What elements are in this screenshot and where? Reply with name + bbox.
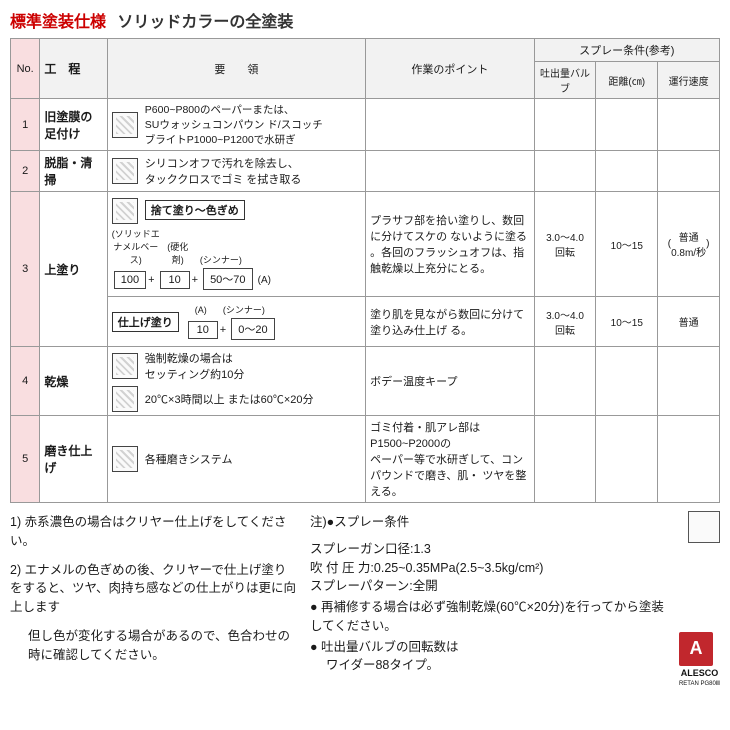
cell-proc: 磨き仕上げ xyxy=(40,416,107,503)
cell-no: 2 xyxy=(11,151,40,192)
cell-no: 5 xyxy=(11,416,40,503)
th-speed: 運行速度 xyxy=(658,62,720,99)
cell-dist: 10～15 xyxy=(596,192,658,297)
formula-label: (ソリッドエナメルベース) xyxy=(112,227,160,266)
notes-left: 1) 赤系濃色の場合はクリヤー仕上げをしてください。 2) エナメルの色ぎめの後… xyxy=(10,513,310,685)
cell-main: P600~P800のペーパーまたは、 SUウォッシュコンパウン ド/スコッチブラ… xyxy=(107,99,365,151)
table-row: 2 脱脂・清掃 シリコンオフで汚れを除去し、 タッククロスでゴミ を拭き取る xyxy=(11,151,720,192)
th-spray: スプレー条件(参考) xyxy=(534,39,719,62)
cell-main: 各種磨きシステム xyxy=(107,416,365,503)
notes-right: 注)●スプレー条件 スプレーガン口径:1.3 吹 付 圧 力:0.25~0.35… xyxy=(310,513,720,685)
th-main: 要 領 xyxy=(107,39,365,99)
note: スプレーガン口径:1.3 xyxy=(310,540,720,559)
cell-dist: 10～15 xyxy=(596,297,658,347)
cell-main-text: 強制乾燥の場合は セッティング約10分 xyxy=(145,350,330,382)
logo-mark: A xyxy=(679,632,713,666)
cell-proc: 上塗り xyxy=(40,192,107,347)
th-dist: 距離(㎝) xyxy=(596,62,658,99)
spraygun-icon xyxy=(688,511,720,543)
cell-valve: 3.0～4.0 回転 xyxy=(534,297,596,347)
note-title: 注)●スプレー条件 xyxy=(310,513,720,532)
cell-no: 3 xyxy=(11,192,40,347)
cell-speed: (普通 0.8m/秒) xyxy=(658,192,720,297)
cell-main: 仕上げ塗り (A) (シンナー) 10+ 0～20 xyxy=(107,297,365,347)
polisher-icon xyxy=(112,446,138,472)
logo-name: ALESCO xyxy=(679,667,720,681)
th-valve: 吐出量バルブ xyxy=(534,62,596,99)
logo-product: RETAN PG80Ⅲ xyxy=(679,680,720,689)
footer-notes: 1) 赤系濃色の場合はクリヤー仕上げをしてください。 2) エナメルの色ぎめの後… xyxy=(10,513,720,685)
spec-table: No. 工 程 要 領 作業のポイント スプレー条件(参考) 吐出量バルブ 距離… xyxy=(10,38,720,503)
cell-point: 塗り肌を見ながら数回に分けて塗り込み仕上げ る。 xyxy=(366,297,535,347)
cell-point: プラサフ部を拾い塗りし、数回に分けてスケの ないように塗る 。各回のフラッシュオ… xyxy=(366,192,535,297)
cell-no: 4 xyxy=(11,347,40,416)
cell-speed: 普通 xyxy=(658,297,720,347)
formula-label: (硬化剤) xyxy=(163,240,193,266)
cell-proc: 脱脂・清掃 xyxy=(40,151,107,192)
heat-icon xyxy=(112,353,138,379)
formula-label: (A) xyxy=(186,305,216,315)
cell-main: シリコンオフで汚れを除去し、 タッククロスでゴミ を拭き取る xyxy=(107,151,365,192)
cell-no: 1 xyxy=(11,99,40,151)
table-row: 5 磨き仕上げ 各種磨きシステム ゴミ付着・肌アレ部はP1500~P2000の … xyxy=(11,416,720,503)
cell-main: 捨て塗り～色ぎめ (ソリッドエナメルベース) (硬化剤) (シンナー) 100+… xyxy=(107,192,365,297)
cell-point: ボデー温度キープ xyxy=(366,347,535,416)
page-title: 標準塗装仕様 ソリッドカラーの全塗装 xyxy=(10,8,720,32)
title-sub: ソリッドカラーの全塗装 xyxy=(117,14,293,31)
formula: 10+ 0～20 xyxy=(186,318,277,340)
sub-title: 捨て塗り～色ぎめ xyxy=(145,200,245,220)
note: ● 再補修する場合は必ず強制乾燥(60℃×20分)を行ってから塗装してください。 xyxy=(310,598,720,636)
sandpaper-icon xyxy=(112,112,138,138)
note: 1) 赤系濃色の場合はクリヤー仕上げをしてください。 xyxy=(10,513,296,551)
table-row: 3 上塗り 捨て塗り～色ぎめ (ソリッドエナメルベース) (硬化剤) (シンナー… xyxy=(11,192,720,297)
formula-label: (シンナー) xyxy=(196,253,246,266)
note: 吹 付 圧 力:0.25~0.35MPa(2.5~3.5kg/cm²) xyxy=(310,559,720,578)
table-row: 仕上げ塗り (A) (シンナー) 10+ 0～20 塗り肌を見ながら数回に分けて… xyxy=(11,297,720,347)
formula: 100+ 10+ 50～70 (A) xyxy=(112,268,361,290)
table-row: 1 旧塗膜の 足付け P600~P800のペーパーまたは、 SUウォッシュコンパ… xyxy=(11,99,720,151)
clock-icon xyxy=(112,386,138,412)
cloth-icon xyxy=(112,158,138,184)
title-main: 標準塗装仕様 xyxy=(10,14,106,31)
th-proc: 工 程 xyxy=(40,39,107,99)
brand-logo: A ALESCO RETAN PG80Ⅲ xyxy=(679,632,720,690)
cell-point: ゴミ付着・肌アレ部はP1500~P2000の ペーパー等で水研ぎして、コンパウン… xyxy=(366,416,535,503)
cell-main-text: P600~P800のペーパーまたは、 SUウォッシュコンパウン ド/スコッチブラ… xyxy=(145,102,330,147)
cell-proc: 旧塗膜の 足付け xyxy=(40,99,107,151)
note: ● 吐出量バルブの回転数は ワイダー88タイプ。 xyxy=(310,638,720,676)
th-no: No. xyxy=(11,39,40,99)
table-row: 4 乾燥 強制乾燥の場合は セッティング約10分 20℃×3時間以上 または60… xyxy=(11,347,720,416)
cell-main: 強制乾燥の場合は セッティング約10分 20℃×3時間以上 または60℃×20分 xyxy=(107,347,365,416)
cell-main-text: 20℃×3時間以上 または60℃×20分 xyxy=(145,391,330,407)
th-point: 作業のポイント xyxy=(366,39,535,99)
note: スプレーパターン:全開 xyxy=(310,577,720,596)
sub-title: 仕上げ塗り xyxy=(112,312,179,332)
cell-valve: 3.0～4.0 回転 xyxy=(534,192,596,297)
spraygun-icon xyxy=(112,198,138,224)
cell-proc: 乾燥 xyxy=(40,347,107,416)
cell-main-text: シリコンオフで汚れを除去し、 タッククロスでゴミ を拭き取る xyxy=(145,155,330,187)
formula-label: (シンナー) xyxy=(219,303,269,316)
cell-main-text: 各種磨きシステム xyxy=(145,454,233,466)
note: 但し色が変化する場合があるので、色合わせの時に確認してください。 xyxy=(10,627,296,665)
note: 2) エナメルの色ぎめの後、クリヤーで仕上げ塗りをすると、ツヤ、肉持ち感などの仕… xyxy=(10,561,296,617)
